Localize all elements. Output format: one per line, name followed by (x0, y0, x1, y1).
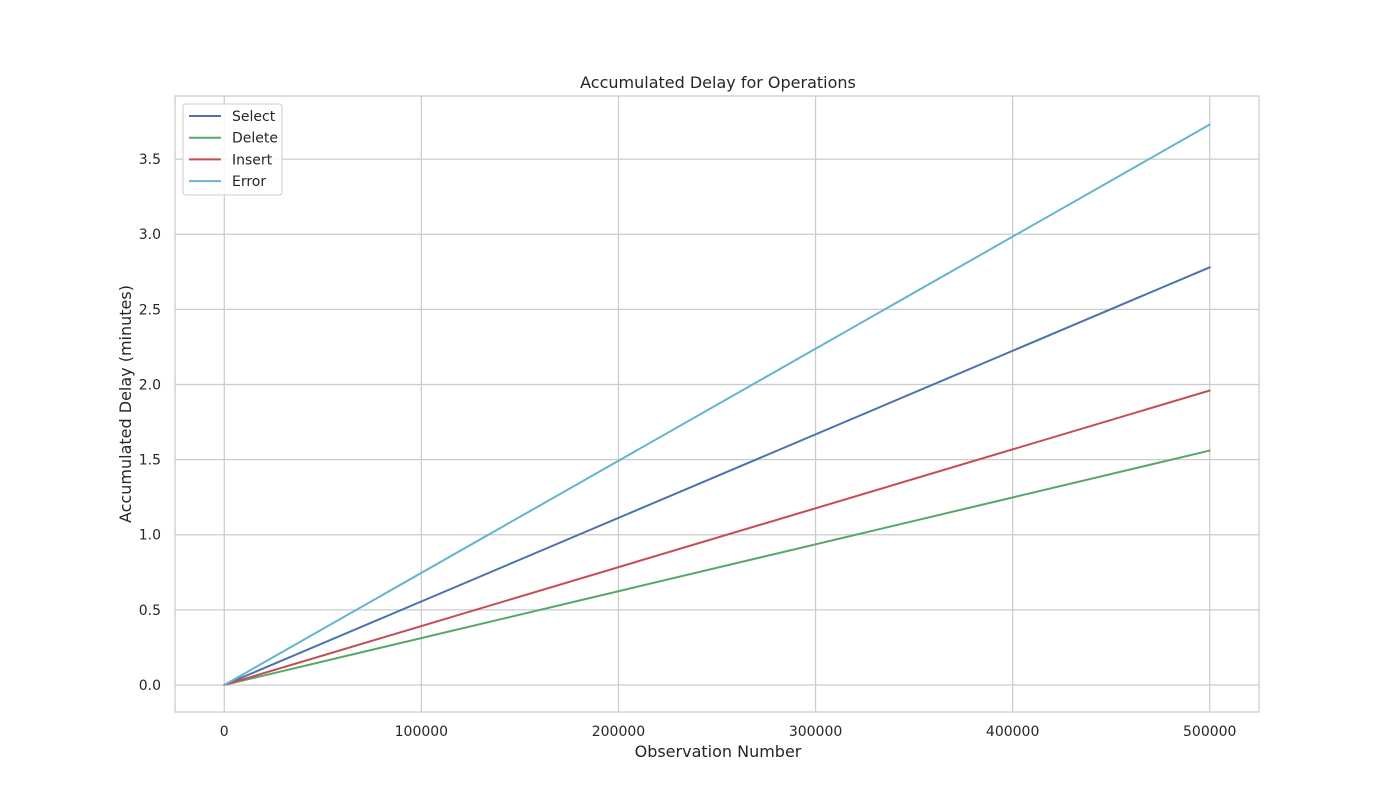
legend-label-select: Select (232, 109, 276, 125)
y-tick-label: 1.5 (139, 453, 161, 469)
y-tick-label: 3.0 (139, 227, 161, 243)
chart-title: Accumulated Delay for Operations (580, 73, 856, 92)
x-tick-label: 100000 (395, 724, 448, 740)
y-tick-label: 0.5 (139, 603, 161, 619)
series-line-insert (223, 389, 1211, 686)
x-tick-label: 300000 (789, 724, 842, 740)
x-tick-label: 400000 (986, 724, 1039, 740)
x-tick-label: 200000 (592, 724, 645, 740)
y-axis-title: Accumulated Delay (minutes) (116, 285, 135, 523)
legend: Select Delete Insert Error (182, 103, 283, 196)
x-tick-label: 500000 (1183, 724, 1236, 740)
series-line-select (223, 266, 1211, 686)
series-line-error (223, 123, 1211, 686)
y-tick-label: 2.0 (139, 377, 161, 393)
legend-label-error: Error (232, 174, 266, 190)
x-axis-ticks: 0 100000 200000 300000 400000 500000 (220, 724, 1237, 740)
series-lines (223, 123, 1211, 686)
y-tick-label: 3.5 (139, 152, 161, 168)
x-tick-label: 0 (220, 724, 229, 740)
legend-box (182, 103, 283, 196)
y-axis-ticks: 0.0 0.5 1.0 1.5 2.0 2.5 3.0 3.5 (139, 152, 161, 694)
legend-label-delete: Delete (232, 131, 278, 147)
grid (175, 96, 1259, 712)
legend-label-insert: Insert (232, 152, 273, 168)
y-tick-label: 0.0 (139, 678, 161, 694)
series-line-delete (223, 449, 1211, 686)
plot-frame (174, 95, 1260, 713)
y-tick-label: 2.5 (139, 302, 161, 318)
y-tick-label: 1.0 (139, 528, 161, 544)
x-axis-title: Observation Number (635, 742, 802, 761)
